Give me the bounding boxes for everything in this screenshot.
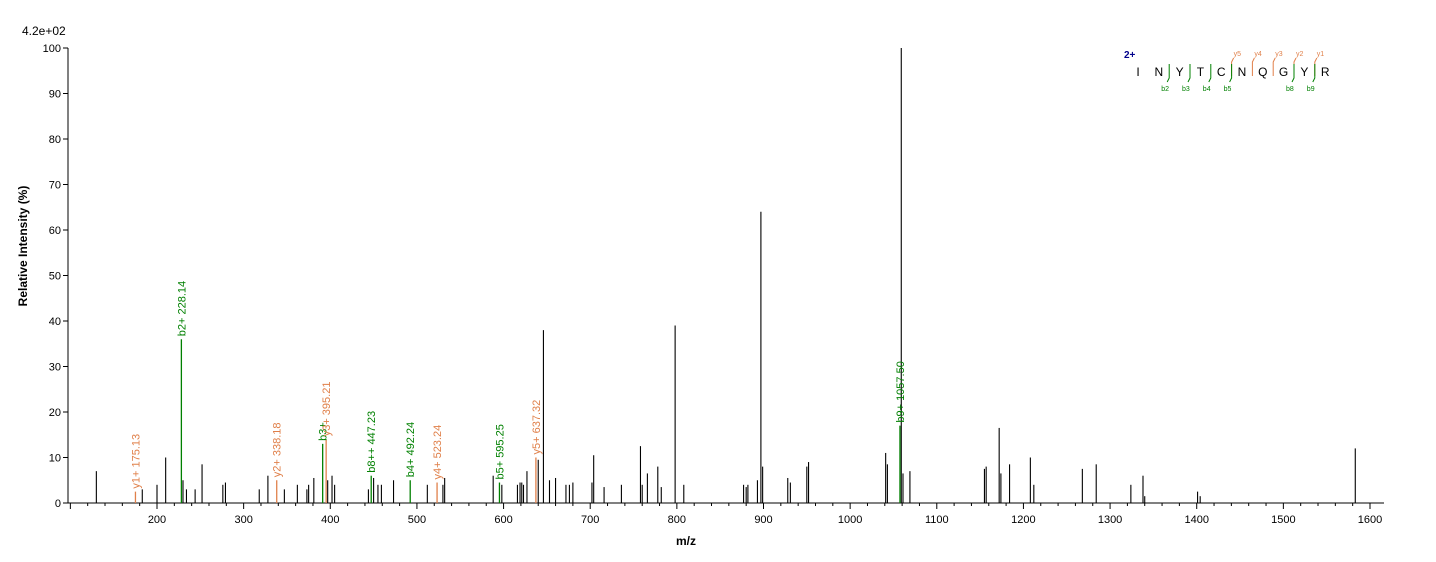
sequence-residue: Y (1176, 65, 1184, 79)
y-ion-marker: y3 (1275, 51, 1283, 58)
x-axis-title: m/z (676, 534, 696, 548)
y-ion-marker: y4 (1254, 51, 1262, 58)
b-ion-cleavage-mark (1166, 64, 1170, 83)
x-tick-label: 900 (754, 514, 772, 526)
b-ion-cleavage-mark (1187, 64, 1191, 83)
x-tick-label: 1500 (1271, 514, 1295, 526)
y-tick-label: 20 (49, 407, 61, 419)
b-ion-marker: b9 (1307, 86, 1315, 93)
x-tick-label: 600 (494, 514, 512, 526)
peak-label: b8++ 447.23 (366, 411, 378, 473)
peak-label: b2+ 228.14 (176, 281, 188, 336)
sequence-residue: Q (1258, 65, 1267, 79)
b-ion-cleavage-mark (1291, 64, 1295, 83)
y-tick-label: 60 (49, 225, 61, 237)
peak-label: y1+ 175.13 (130, 434, 142, 489)
b-ion-marker: b2 (1161, 86, 1169, 93)
peak-label: b3+ (318, 422, 330, 441)
x-tick-label: 1600 (1358, 514, 1382, 526)
b-ion-marker: b8 (1286, 86, 1294, 93)
peaks-group (95, 48, 1356, 503)
y-tick-label: 30 (49, 362, 61, 374)
sequence-residue: Y (1300, 65, 1308, 79)
sequence-residue: G (1279, 65, 1288, 79)
x-tick-label: 1100 (925, 514, 949, 526)
sequence-residue: R (1321, 65, 1330, 79)
y-axis-title: Relative Intensity (%) (16, 186, 30, 307)
x-tick-label: 1300 (1098, 514, 1122, 526)
y-ion-marker: y2 (1296, 51, 1304, 58)
sequence-residue: N (1154, 65, 1163, 79)
y-tick-label: 70 (49, 180, 61, 192)
b-ion-marker: b4 (1203, 86, 1211, 93)
y-tick-label: 80 (49, 134, 61, 146)
peak-label: b9+ 1057.50 (895, 361, 907, 422)
peak-label: b5+ 595.25 (494, 424, 506, 479)
x-tick-label: 1000 (838, 514, 862, 526)
charge-state: 2+ (1124, 50, 1136, 61)
peak-label: y5+ 637.32 (531, 400, 543, 455)
y-ion-marker: y1 (1317, 51, 1325, 58)
y-axis-ticks: 0 10 20 30 40 50 60 70 80 90 100 (43, 43, 68, 510)
x-axis-ticks: 200 300 400 500 600 700 800 900 1000 1100 1200 1300… (69, 503, 1382, 526)
x-tick-label: 800 (668, 514, 686, 526)
y-ion-cleavage-mark (1251, 57, 1255, 76)
sequence-residue: N (1238, 65, 1247, 79)
x-tick-label: 300 (234, 514, 252, 526)
y-tick-label: 10 (49, 453, 61, 465)
y-tick-label: 40 (49, 316, 61, 328)
sequence-residue: I (1136, 65, 1139, 79)
peak-label: y2+ 338.18 (272, 423, 284, 478)
peak-label: b4+ 492.24 (405, 422, 417, 477)
peak-label: y4+ 523.24 (432, 425, 444, 480)
peak-labels-group: y1+ 175.13 b2+ 228.14 y2+ 338.18 b3+y3+ 395… (130, 281, 907, 489)
x-tick-label: 500 (408, 514, 426, 526)
b-ion-cleavage-mark (1229, 64, 1233, 83)
x-tick-label: 1400 (1184, 514, 1208, 526)
x-tick-label: 200 (148, 514, 166, 526)
y-ion-cleavage-mark (1272, 57, 1276, 76)
y-tick-label: 0 (55, 498, 61, 510)
b-ion-cleavage-mark (1208, 64, 1212, 83)
sequence-residue: C (1217, 65, 1226, 79)
b-ion-cleavage-mark (1312, 64, 1316, 83)
y-tick-label: 50 (49, 271, 61, 283)
x-tick-label: 400 (321, 514, 339, 526)
sequence-residue: T (1197, 65, 1205, 79)
y-tick-label: 100 (43, 43, 61, 55)
b-ion-marker: b3 (1182, 86, 1190, 93)
y-ion-marker: y5 (1234, 51, 1242, 58)
x-tick-label: 700 (581, 514, 599, 526)
y-tick-label: 90 (49, 89, 61, 101)
max-intensity-label: 4.2e+02 (22, 24, 66, 38)
peak-label: y3+ 395.21 (321, 382, 333, 437)
b-ion-marker: b5 (1224, 86, 1232, 93)
x-tick-label: 1200 (1011, 514, 1035, 526)
